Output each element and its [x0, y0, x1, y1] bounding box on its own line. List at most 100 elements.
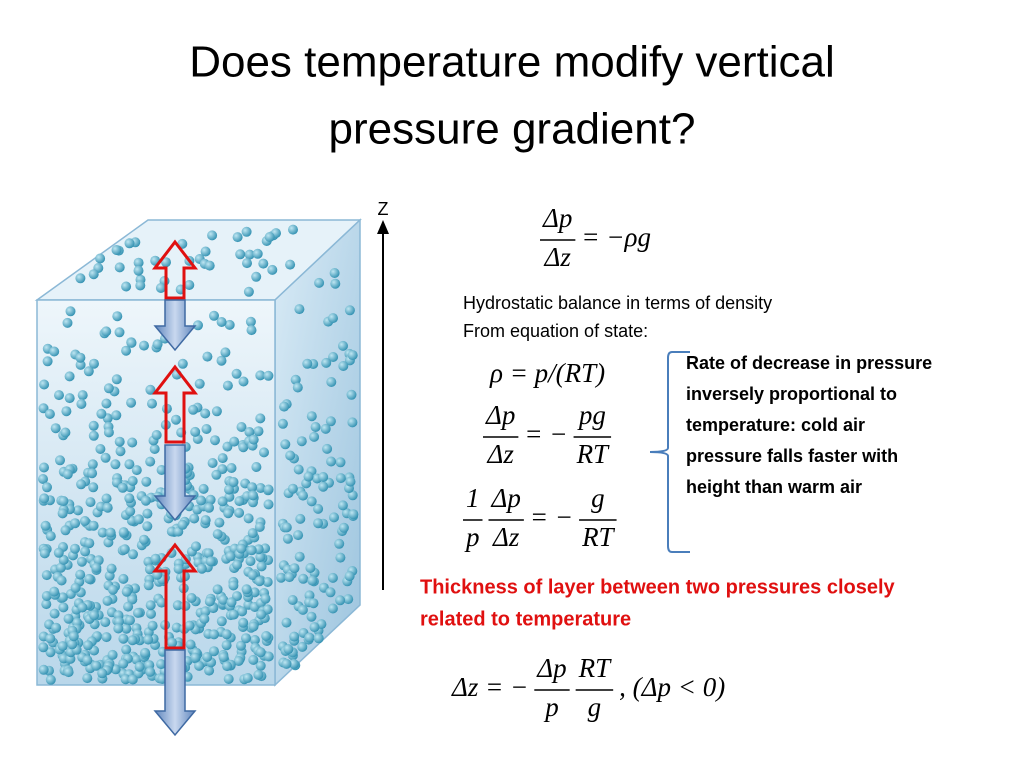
- particle: [89, 610, 100, 621]
- particle: [61, 406, 72, 417]
- particle: [326, 377, 337, 387]
- particle: [171, 622, 182, 633]
- particle: [45, 633, 56, 644]
- particle: [224, 319, 235, 330]
- particle: [145, 456, 156, 467]
- particle: [112, 311, 123, 322]
- down-arrow: [153, 649, 197, 737]
- equation-text: ρ = p/(RT): [489, 358, 605, 388]
- particle: [121, 281, 132, 292]
- particle: [140, 495, 151, 506]
- particle: [134, 661, 145, 672]
- particle: [75, 273, 86, 284]
- particle: [114, 262, 125, 273]
- particle: [95, 253, 106, 264]
- particle: [329, 268, 340, 278]
- particle: [82, 673, 93, 684]
- particle: [121, 623, 132, 634]
- particle: [50, 423, 61, 434]
- particle: [210, 435, 220, 446]
- particle: [212, 584, 223, 595]
- particle: [203, 548, 214, 559]
- equation-denominator: Δz: [492, 522, 520, 552]
- particle: [243, 513, 254, 524]
- particle: [133, 514, 144, 525]
- particle: [344, 305, 355, 316]
- particle: [216, 355, 227, 366]
- particle: [118, 573, 129, 584]
- particle: [65, 306, 76, 317]
- particle: [55, 455, 65, 466]
- particle: [226, 597, 237, 608]
- particle: [345, 476, 356, 487]
- particle: [70, 518, 81, 529]
- particle: [101, 326, 112, 337]
- particle: [38, 664, 49, 675]
- particle: [38, 642, 49, 653]
- particle: [255, 647, 266, 658]
- particle: [171, 414, 181, 425]
- particle: [120, 674, 131, 685]
- title-line: Does temperature modify vertical: [189, 38, 835, 87]
- particle: [84, 538, 95, 549]
- particle: [196, 495, 207, 506]
- particle: [125, 615, 135, 626]
- particle: [87, 459, 98, 470]
- particle: [247, 482, 258, 493]
- highlight: Thickness of layer between two pressures…: [420, 576, 896, 630]
- particle: [113, 623, 124, 634]
- particle: [39, 462, 49, 473]
- particle: [242, 673, 253, 683]
- equation-text: Δz = −: [451, 672, 528, 702]
- particle: [83, 366, 94, 377]
- particle: [246, 325, 257, 336]
- particle: [242, 258, 252, 269]
- particle: [205, 556, 216, 567]
- particle: [263, 484, 274, 495]
- particle: [209, 646, 219, 657]
- particle: [289, 563, 300, 574]
- particle: [123, 601, 134, 612]
- equation-text: = −ρg: [581, 222, 651, 252]
- particle: [75, 569, 86, 580]
- particle: [229, 436, 240, 447]
- particle: [348, 509, 359, 520]
- particle: [328, 352, 339, 362]
- equation-denominator: g: [588, 692, 602, 722]
- particle: [100, 452, 111, 463]
- particle: [126, 337, 137, 348]
- particle: [236, 640, 246, 651]
- particle: [222, 380, 233, 391]
- particle: [255, 660, 266, 671]
- particle: [244, 249, 255, 260]
- particle: [115, 446, 126, 457]
- particle: [121, 345, 132, 356]
- particle: [111, 245, 122, 255]
- particle: [251, 271, 262, 282]
- particle: [114, 327, 125, 338]
- particle: [245, 556, 256, 567]
- particle: [57, 641, 68, 652]
- particle: [119, 544, 130, 555]
- particle: [306, 411, 317, 422]
- particle: [255, 483, 266, 493]
- particle: [156, 659, 167, 670]
- particle: [58, 554, 69, 565]
- particle: [173, 563, 184, 574]
- particle: [325, 587, 336, 598]
- highlight-line: related to temperature: [420, 608, 631, 630]
- particle: [121, 586, 132, 597]
- particle: [221, 629, 232, 640]
- particle: [172, 600, 183, 611]
- equation-numerator: Δp: [485, 400, 515, 430]
- particle: [276, 572, 287, 583]
- particle: [88, 430, 99, 441]
- particle: [42, 356, 53, 367]
- particle: [288, 224, 298, 235]
- callout-line: inversely proportional to: [686, 384, 897, 404]
- particle: [63, 667, 74, 678]
- particle: [244, 427, 255, 437]
- particle: [49, 586, 60, 597]
- brace: [649, 351, 690, 553]
- particle: [155, 283, 166, 293]
